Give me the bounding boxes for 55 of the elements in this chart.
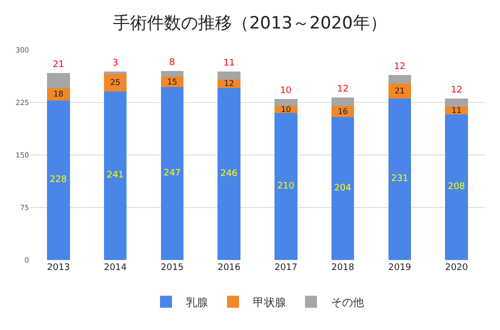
data-label: 25 xyxy=(110,78,120,88)
bar xyxy=(445,114,468,260)
data-label: 18 xyxy=(53,90,64,99)
x-tick-label: 2014 xyxy=(104,263,128,273)
x-tick-label: 2016 xyxy=(218,263,241,273)
data-label: 12 xyxy=(394,62,406,72)
x-tick-label: 2018 xyxy=(331,263,355,273)
data-label: 231 xyxy=(391,174,408,184)
bar xyxy=(445,98,468,107)
chart-title: 手術件数の推移（2013～2020年） xyxy=(113,13,387,34)
legend-label: 乳腺 xyxy=(186,296,208,310)
x-tick-label: 2015 xyxy=(160,263,184,273)
bar xyxy=(47,100,70,260)
data-label: 12 xyxy=(224,79,234,88)
data-label: 228 xyxy=(50,175,68,186)
data-label: 11 xyxy=(451,106,462,116)
bar xyxy=(388,98,412,260)
data-label: 15 xyxy=(167,77,178,86)
data-label: 210 xyxy=(277,182,295,192)
data-label: 10 xyxy=(280,86,292,96)
data-label: 3 xyxy=(112,58,118,69)
bar xyxy=(104,91,127,260)
bar xyxy=(331,117,354,260)
legend-label: 甲状腺 xyxy=(253,296,286,310)
data-label: 208 xyxy=(448,182,466,192)
bar xyxy=(388,84,412,98)
bar xyxy=(274,99,298,106)
bar xyxy=(160,87,184,260)
bar xyxy=(388,75,412,84)
x-tick-label: 2019 xyxy=(388,263,412,273)
x-tick-label: 2020 xyxy=(445,263,468,273)
data-label: 21 xyxy=(394,86,405,96)
data-label: 241 xyxy=(106,170,124,181)
bar xyxy=(47,73,70,88)
data-label: 247 xyxy=(164,168,181,179)
bar xyxy=(445,106,468,114)
data-label: 16 xyxy=(338,107,348,116)
data-label: 204 xyxy=(334,184,352,194)
x-tick-label: 2017 xyxy=(274,263,298,273)
bar xyxy=(218,88,240,260)
data-label: 8 xyxy=(169,58,176,68)
x-tick-label: 2013 xyxy=(46,263,70,273)
bar xyxy=(218,72,240,80)
legend-label: その他 xyxy=(331,296,364,310)
bar xyxy=(160,71,184,77)
data-label: 11 xyxy=(223,58,235,69)
data-label: 12 xyxy=(337,84,349,95)
data-label: 12 xyxy=(450,85,462,96)
bar xyxy=(331,98,354,106)
bar xyxy=(274,113,298,260)
data-label: 246 xyxy=(220,168,238,179)
bar xyxy=(47,88,70,100)
bar xyxy=(104,74,127,92)
data-label: 10 xyxy=(280,105,292,114)
data-label: 21 xyxy=(52,60,64,70)
